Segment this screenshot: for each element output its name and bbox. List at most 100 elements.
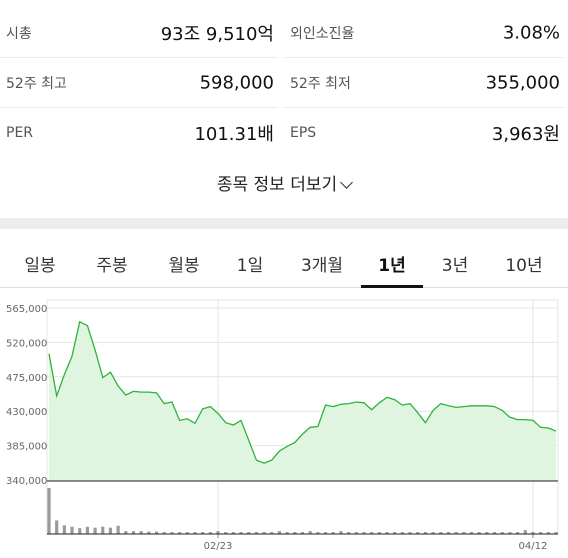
- volume-bar: [431, 532, 435, 534]
- volume-bar: [354, 532, 358, 534]
- volume-bar: [216, 531, 220, 534]
- stat-market-cap: 시총 93조 9,510억: [0, 8, 278, 58]
- y-tick-label: 565,000: [6, 304, 47, 315]
- volume-bar: [293, 532, 297, 534]
- more-info-label: 종목 정보 더보기: [216, 175, 338, 195]
- price-chart: 565,000 520,000 475,000 430,000 385,000 340,0…: [0, 296, 568, 558]
- y-tick-label: 430,000: [6, 407, 47, 418]
- volume-bar: [377, 532, 381, 534]
- volume-bar: [331, 532, 335, 534]
- tab-10year[interactable]: 10년: [505, 256, 543, 276]
- stat-value: 93조 9,510억: [160, 23, 274, 45]
- volume-bar: [254, 532, 259, 534]
- volume-bar: [492, 532, 497, 534]
- stat-label: 52주 최저: [290, 75, 351, 92]
- volume-bar: [131, 531, 136, 534]
- volume-bar: [270, 532, 274, 534]
- stat-foreign-ownership: 외인소진율 3.08%: [284, 8, 564, 58]
- volume-bar: [400, 532, 404, 534]
- volume-bar: [439, 532, 443, 534]
- volume-bar: [515, 532, 520, 534]
- volume-bar: [116, 525, 120, 534]
- volume-bar: [446, 532, 451, 534]
- chart-period-tabs: 일봉 주봉 월봉 1일 3개월 1년 3년 10년: [0, 246, 568, 288]
- volume-bar: [393, 532, 397, 534]
- volume-bar: [93, 527, 97, 534]
- stat-label: EPS: [290, 125, 317, 141]
- volume-bar: [477, 532, 481, 534]
- volume-bar: [177, 532, 182, 534]
- y-tick-label: 475,000: [6, 373, 47, 384]
- more-info-button[interactable]: 종목 정보 더보기: [0, 170, 568, 195]
- volume-bar: [139, 531, 143, 534]
- stat-value: 3.08%: [502, 22, 560, 43]
- tab-3year[interactable]: 3년: [441, 256, 469, 276]
- chevron-down-icon: [340, 176, 354, 189]
- volume-bar: [262, 532, 266, 534]
- volume-bar: [454, 532, 458, 534]
- volume-bar: [339, 531, 343, 534]
- volume-bar: [62, 525, 66, 534]
- stat-52w-low: 52주 최저 355,000: [284, 58, 564, 108]
- stat-value: 598,000: [199, 72, 274, 93]
- tab-1year[interactable]: 1년: [361, 246, 423, 288]
- volume-bar: [554, 532, 558, 534]
- volume-bar: [208, 532, 212, 534]
- y-tick-label: 520,000: [6, 338, 47, 349]
- volume-bar: [285, 532, 289, 534]
- volume-bar: [70, 526, 74, 534]
- volume-bar: [308, 531, 312, 534]
- tab-monthly-candle[interactable]: 월봉: [168, 256, 200, 276]
- volume-bar: [193, 532, 197, 534]
- volume-bar: [416, 532, 420, 534]
- volume-bar: [462, 532, 466, 534]
- stat-label: 52주 최고: [6, 75, 67, 92]
- volume-bar: [185, 532, 189, 534]
- volume-bar: [147, 531, 151, 534]
- stat-value: 355,000: [485, 72, 560, 93]
- stat-value: 101.31배: [194, 124, 274, 145]
- volume-bar: [300, 532, 305, 534]
- volume-bar: [316, 532, 320, 534]
- price-chart-svg: 565,000 520,000 475,000 430,000 385,000 340,0…: [6, 299, 559, 552]
- volume-bar: [47, 488, 51, 534]
- stat-label: 외인소진율: [290, 25, 355, 42]
- volume-bar: [224, 532, 228, 534]
- y-tick-label: 340,000: [6, 476, 47, 487]
- volume-bar: [500, 532, 504, 534]
- section-divider: [0, 218, 568, 229]
- volume-bar: [101, 526, 105, 534]
- stat-per: PER 101.31배: [0, 108, 278, 158]
- tab-1day[interactable]: 1일: [236, 256, 264, 276]
- volume-bar: [124, 531, 128, 534]
- volume-bar: [423, 532, 428, 534]
- volume-bar: [239, 532, 243, 534]
- volume-bar: [531, 532, 535, 534]
- volume-bar: [85, 526, 90, 534]
- price-area-fill: [49, 321, 556, 480]
- stock-stats-grid: 시총 93조 9,510억 외인소진율 3.08% 52주 최고 598,000…: [0, 0, 568, 158]
- volume-bar: [154, 531, 159, 534]
- volume-bar: [485, 532, 489, 534]
- volume-bar: [55, 520, 59, 534]
- volume-bar: [277, 531, 282, 534]
- volume-bar: [108, 527, 113, 534]
- volume-bar: [323, 532, 328, 534]
- stat-label: PER: [6, 125, 34, 141]
- tab-3month[interactable]: 3개월: [300, 256, 344, 276]
- volume-bar: [162, 532, 166, 534]
- stat-eps: EPS 3,963원: [284, 108, 564, 158]
- volume-bar: [469, 532, 474, 534]
- tab-daily-candle[interactable]: 일봉: [24, 256, 56, 276]
- tab-weekly-candle[interactable]: 주봉: [96, 256, 128, 276]
- x-tick-label: 02/23: [204, 541, 233, 552]
- volume-bar: [231, 532, 235, 534]
- y-tick-label: 385,000: [6, 442, 47, 453]
- stat-value: 3,963원: [491, 124, 560, 145]
- volume-bar: [346, 532, 351, 534]
- price-line: [48, 320, 557, 464]
- stat-52w-high: 52주 최고 598,000: [0, 58, 278, 108]
- volume-bar: [247, 532, 251, 534]
- volume-bar: [508, 532, 512, 534]
- volume-bar: [408, 532, 412, 534]
